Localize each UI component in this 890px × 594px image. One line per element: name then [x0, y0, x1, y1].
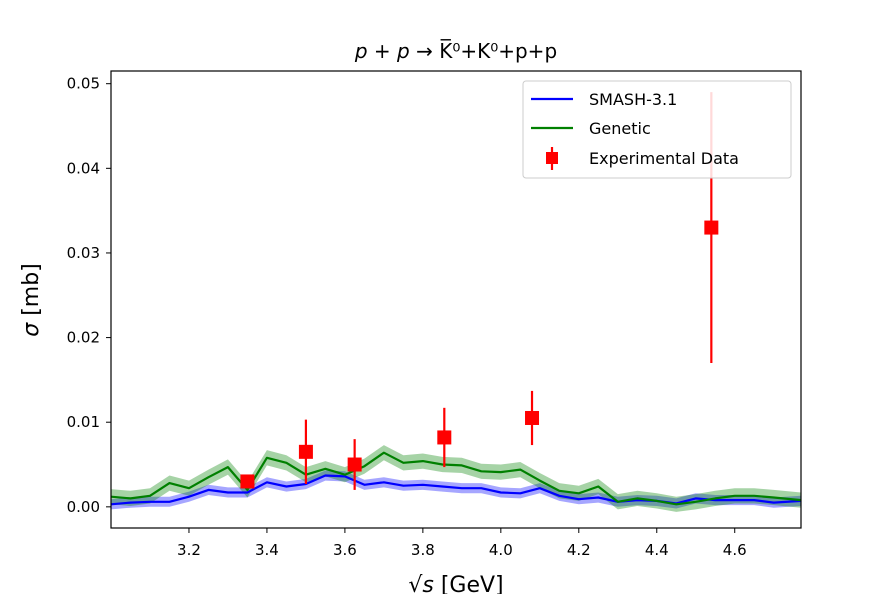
x-axis-label-unit: [GeV] — [434, 573, 504, 594]
experimental-errorbars — [240, 92, 719, 490]
x-tick-label: 4.0 — [489, 541, 513, 559]
genetic-line — [110, 451, 802, 506]
y-axis-label-math: σ — [19, 322, 44, 337]
y-tick-label: 0.02 — [67, 329, 100, 347]
y-tick-label: 0.05 — [67, 75, 100, 93]
experimental-data-point — [298, 444, 313, 459]
legend-swatch-experimental-marker — [546, 152, 558, 164]
y-tick-label: 0.04 — [67, 159, 100, 177]
y-tick-label: 0.00 — [67, 498, 100, 516]
chart-title-math: p + p — [354, 39, 410, 63]
chart-title-arrow: → — [410, 39, 439, 63]
x-tick-label: 4.6 — [723, 541, 747, 559]
series-lines — [110, 451, 802, 506]
legend: SMASH-3.1 Genetic Experimental Data — [522, 80, 792, 179]
x-tick-label: 3.8 — [411, 541, 435, 559]
chart-title: p + p → K̅⁰+K⁰+p+p — [354, 38, 557, 63]
x-tick-label: 4.2 — [567, 541, 591, 559]
x-tick-label: 3.2 — [177, 541, 201, 559]
y-axis-label-unit: [mb] — [19, 263, 44, 323]
chart-title-reaction: K̅⁰+K⁰+p+p — [439, 38, 557, 63]
y-tick-label: 0.03 — [67, 244, 100, 262]
legend-label-experimental: Experimental Data — [589, 149, 739, 168]
legend-label-smash: SMASH-3.1 — [589, 90, 677, 109]
experimental-data-point — [704, 220, 719, 235]
x-axis-label: √s [GeV] — [408, 573, 503, 594]
y-tick-label: 0.01 — [67, 413, 100, 431]
y-axis-ticks: 0.00 0.01 0.02 0.03 0.04 0.05 — [67, 75, 111, 516]
y-axis-label: σ [mb] — [19, 263, 44, 337]
legend-label-genetic: Genetic — [589, 119, 651, 138]
smash-3-1-line — [110, 474, 802, 506]
experimental-data-point — [347, 457, 362, 472]
plot-frame — [110, 70, 802, 529]
legend-box — [522, 80, 792, 179]
x-tick-label: 4.4 — [645, 541, 669, 559]
experimental-data-point — [240, 474, 255, 489]
experimental-data-point — [525, 410, 540, 425]
x-axis-label-math: √s — [408, 573, 433, 594]
x-tick-label: 3.6 — [333, 541, 357, 559]
experimental-data-point — [437, 430, 452, 445]
x-axis-ticks: 3.2 3.4 3.6 3.8 4.0 4.2 4.4 4.6 — [177, 528, 747, 559]
x-tick-label: 3.4 — [255, 541, 279, 559]
